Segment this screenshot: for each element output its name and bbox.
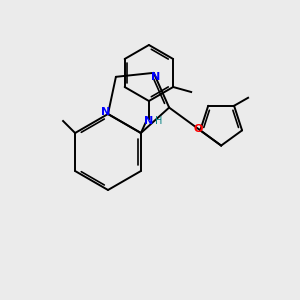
Text: N: N [151,72,160,82]
Text: N: N [144,116,154,126]
Text: O: O [194,124,203,134]
Text: N: N [101,107,111,117]
Text: H: H [155,116,163,126]
